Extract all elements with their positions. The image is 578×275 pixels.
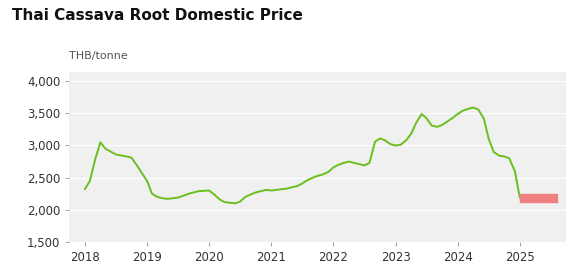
Text: THB/tonne: THB/tonne	[69, 51, 128, 60]
Text: Thai Cassava Root Domestic Price: Thai Cassava Root Domestic Price	[12, 8, 302, 23]
